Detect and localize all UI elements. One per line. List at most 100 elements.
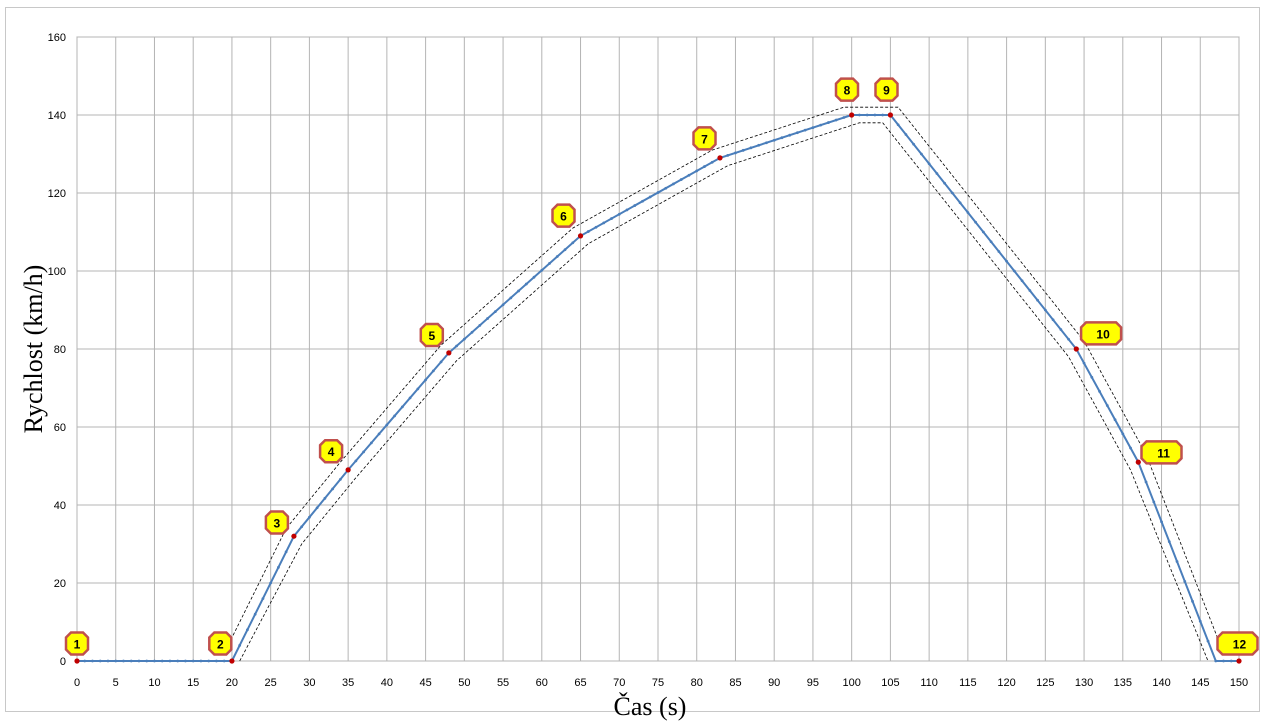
key-point-9 <box>887 112 894 118</box>
sample-point <box>703 165 706 168</box>
key-point-label-7: 7 <box>701 132 708 146</box>
sample-point <box>393 414 397 418</box>
sample-point <box>904 133 908 136</box>
x-tick-label: 140 <box>1152 677 1170 689</box>
key-point-marker-8 <box>834 77 860 102</box>
key-point-6 <box>577 233 584 239</box>
x-tick-label: 65 <box>574 677 586 689</box>
sample-point <box>563 248 567 252</box>
key-point-marker-1 <box>64 631 90 656</box>
sample-point <box>656 191 660 194</box>
x-tick-label: 130 <box>1075 677 1093 689</box>
sample-point <box>1160 520 1163 524</box>
sample-point <box>106 659 110 663</box>
x-tick-label: 135 <box>1114 677 1132 689</box>
x-axis-title: Čas (s) <box>614 692 687 721</box>
sample-point <box>796 131 799 135</box>
key-point-label-2: 2 <box>217 637 224 651</box>
sample-point <box>98 659 102 663</box>
sample-point <box>269 581 273 585</box>
sample-point <box>610 217 613 220</box>
sample-point <box>1206 639 1210 643</box>
sample-point <box>408 396 412 400</box>
x-tick-label: 35 <box>342 677 354 689</box>
key-point-label-12: 12 <box>1233 637 1247 651</box>
x-tick-label: 125 <box>1036 677 1054 689</box>
x-tick-label: 90 <box>768 677 780 689</box>
sample-point <box>362 450 366 454</box>
sample-point <box>710 160 714 164</box>
sample-point <box>184 659 187 663</box>
key-point-marker-11 <box>1140 440 1183 465</box>
key-point-5 <box>446 350 452 356</box>
sample-point <box>83 659 87 663</box>
sample-point <box>91 659 94 663</box>
key-point-label-8: 8 <box>844 84 851 98</box>
sample-point <box>679 178 683 181</box>
sample-point <box>1175 560 1179 563</box>
x-tick-label: 60 <box>536 677 548 689</box>
sample-point <box>470 330 474 334</box>
sample-point <box>1067 337 1070 341</box>
x-tick-label: 25 <box>265 677 277 689</box>
sample-point <box>858 113 861 117</box>
sample-point <box>400 405 404 409</box>
sample-point <box>625 208 629 212</box>
sample-point <box>594 225 598 229</box>
x-tick-label: 80 <box>691 677 703 689</box>
sample-point <box>1090 375 1094 379</box>
x-tick-label: 115 <box>959 677 977 689</box>
sample-point <box>633 204 637 207</box>
sample-point <box>1105 404 1109 407</box>
x-tick-label: 20 <box>226 677 238 689</box>
y-tick-label: 40 <box>54 500 66 512</box>
sample-point <box>501 303 505 307</box>
sample-point <box>865 113 869 117</box>
sample-point <box>153 659 156 663</box>
sample-point <box>1098 390 1101 393</box>
sample-point <box>277 566 280 569</box>
x-tick-label: 105 <box>881 677 899 689</box>
sample-point <box>431 369 435 373</box>
sample-point <box>602 221 606 225</box>
y-tick-label: 160 <box>48 32 66 44</box>
key-point-label-3: 3 <box>274 517 281 531</box>
sample-point <box>176 659 180 663</box>
y-tick-label: 100 <box>48 266 66 278</box>
x-tick-label: 75 <box>652 677 664 689</box>
sample-point <box>215 659 218 663</box>
sample-point <box>540 268 544 272</box>
x-tick-label: 85 <box>729 677 741 689</box>
x-tick-label: 150 <box>1230 677 1248 689</box>
key-point-2 <box>229 658 235 664</box>
x-tick-label: 120 <box>997 677 1015 689</box>
sample-point <box>1144 480 1148 484</box>
sample-point <box>749 146 753 150</box>
key-point-label-5: 5 <box>428 329 435 343</box>
sample-point <box>354 459 358 463</box>
sample-point <box>509 296 513 300</box>
key-point-marker-7 <box>692 126 717 151</box>
sample-point <box>261 597 265 600</box>
key-point-label-10: 10 <box>1096 327 1110 341</box>
sample-point <box>129 659 133 663</box>
sample-point <box>222 659 226 663</box>
sample-point <box>664 186 668 190</box>
key-point-marker-12 <box>1216 631 1259 656</box>
sample-point <box>687 173 691 177</box>
y-tick-label: 80 <box>54 344 66 356</box>
sample-point <box>1222 659 1225 663</box>
key-point-1 <box>74 658 80 664</box>
sample-point <box>160 659 164 663</box>
sample-point <box>842 116 846 119</box>
sample-point <box>648 195 652 199</box>
sample-point <box>617 212 621 216</box>
sample-point <box>1082 361 1086 365</box>
sample-point <box>199 659 203 663</box>
sample-point <box>641 199 644 203</box>
x-tick-label: 100 <box>842 677 860 689</box>
x-tick-label: 0 <box>74 677 80 689</box>
sample-point <box>881 113 885 117</box>
sample-point <box>695 169 699 173</box>
x-tick-label: 95 <box>807 677 819 689</box>
